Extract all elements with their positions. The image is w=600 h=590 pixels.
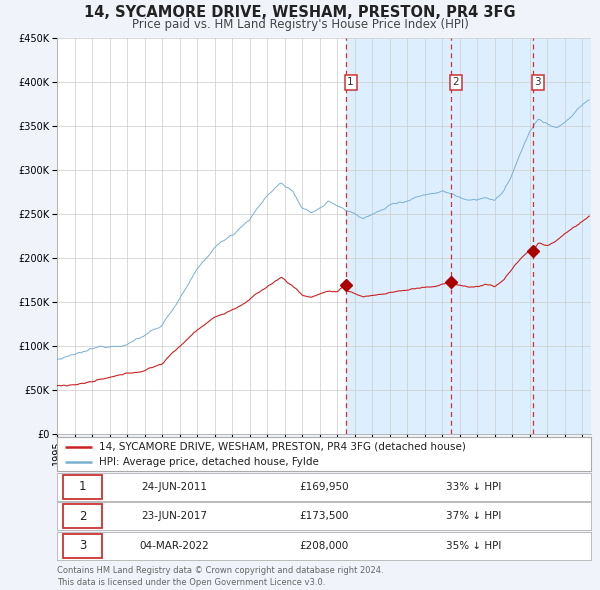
- Text: 04-MAR-2022: 04-MAR-2022: [140, 541, 209, 550]
- FancyBboxPatch shape: [64, 475, 102, 499]
- Text: HPI: Average price, detached house, Fylde: HPI: Average price, detached house, Fyld…: [98, 457, 319, 467]
- Text: Contains HM Land Registry data © Crown copyright and database right 2024.
This d: Contains HM Land Registry data © Crown c…: [57, 566, 383, 587]
- FancyBboxPatch shape: [64, 534, 102, 558]
- Text: £173,500: £173,500: [299, 512, 349, 521]
- Text: 2: 2: [452, 77, 459, 87]
- Text: 2: 2: [79, 510, 86, 523]
- Text: £208,000: £208,000: [299, 541, 349, 550]
- Text: 1: 1: [347, 77, 354, 87]
- Text: 23-JUN-2017: 23-JUN-2017: [142, 512, 208, 521]
- Bar: [346, 38, 600, 434]
- Text: 33% ↓ HPI: 33% ↓ HPI: [446, 482, 501, 491]
- Text: 37% ↓ HPI: 37% ↓ HPI: [446, 512, 501, 521]
- Text: 14, SYCAMORE DRIVE, WESHAM, PRESTON, PR4 3FG (detached house): 14, SYCAMORE DRIVE, WESHAM, PRESTON, PR4…: [98, 442, 466, 452]
- Text: 35% ↓ HPI: 35% ↓ HPI: [446, 541, 501, 550]
- Text: 1: 1: [79, 480, 86, 493]
- Text: 14, SYCAMORE DRIVE, WESHAM, PRESTON, PR4 3FG: 14, SYCAMORE DRIVE, WESHAM, PRESTON, PR4…: [84, 5, 516, 19]
- Text: 24-JUN-2011: 24-JUN-2011: [142, 482, 208, 491]
- Text: 3: 3: [535, 77, 541, 87]
- Text: £169,950: £169,950: [299, 482, 349, 491]
- FancyBboxPatch shape: [64, 504, 102, 528]
- Text: 3: 3: [79, 539, 86, 552]
- Text: Price paid vs. HM Land Registry's House Price Index (HPI): Price paid vs. HM Land Registry's House …: [131, 18, 469, 31]
